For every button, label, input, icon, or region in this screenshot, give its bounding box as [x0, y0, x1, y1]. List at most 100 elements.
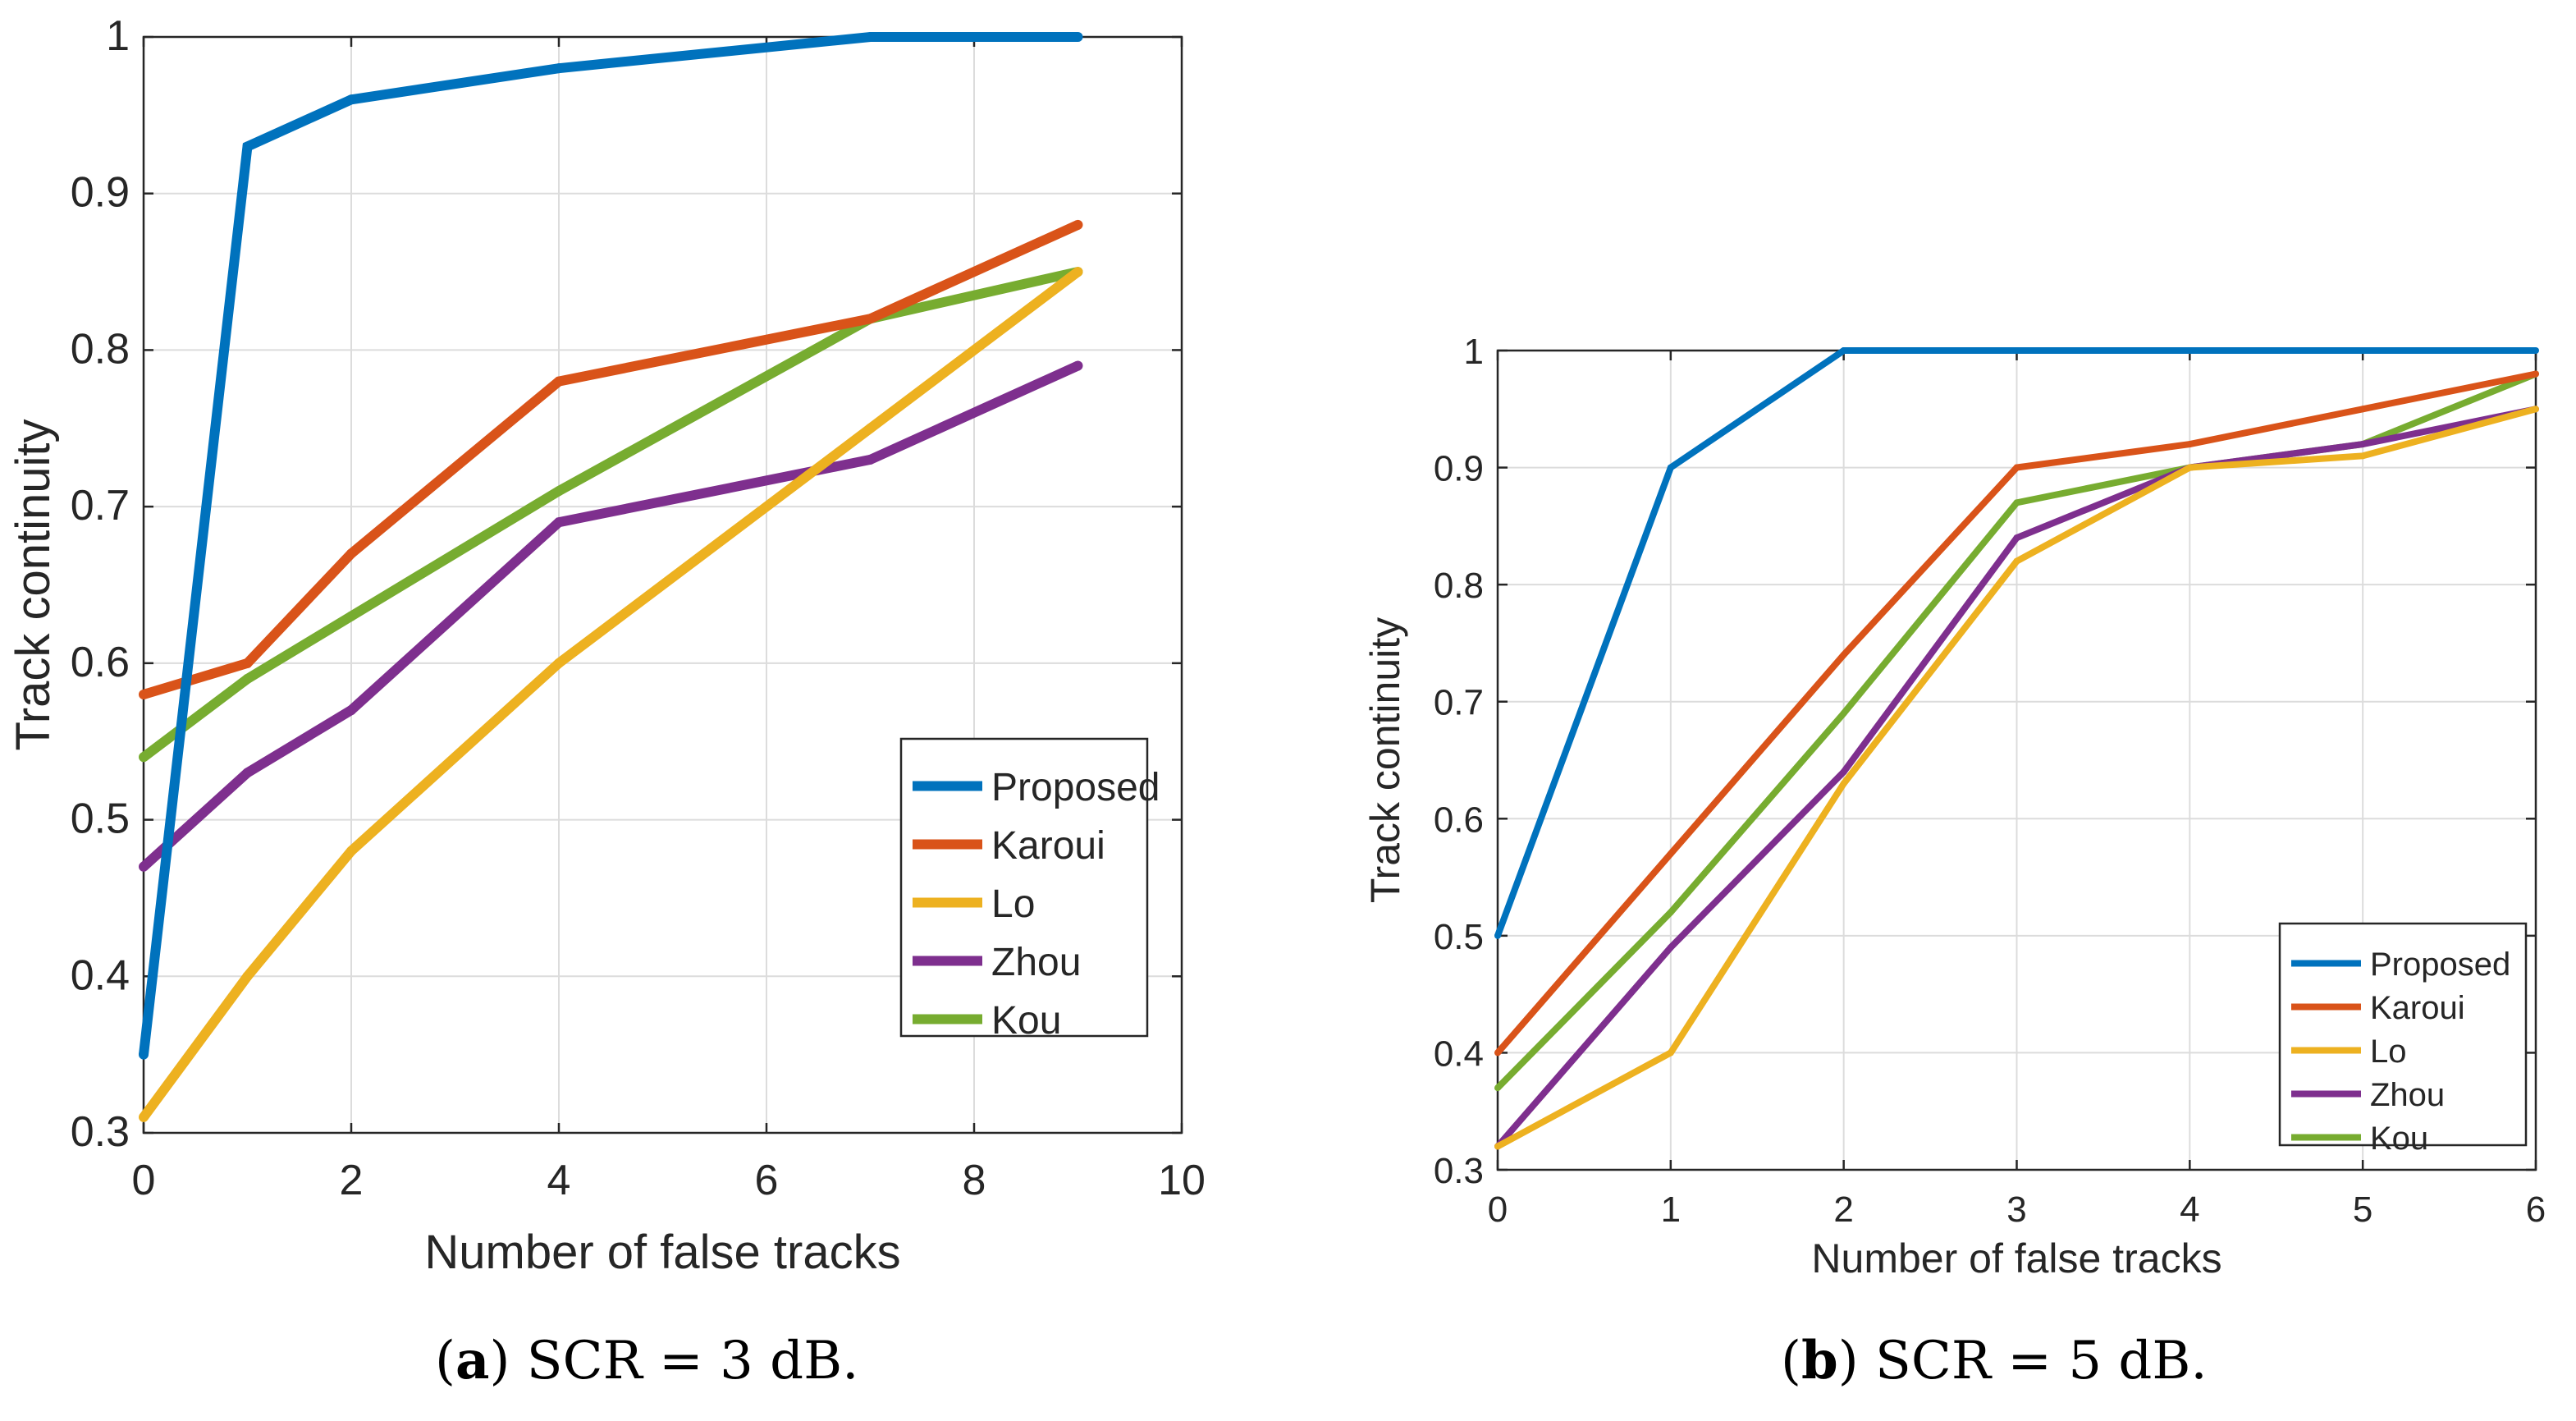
- data-point-b-proposed-1: [1667, 464, 1674, 471]
- data-point-b-karoui-3: [2013, 464, 2020, 471]
- data-point-a-zhou-4: [865, 454, 876, 465]
- x-tick-label-b-5: 5: [2353, 1190, 2372, 1230]
- y-tick-label-b-1: 0.4: [1434, 1034, 1484, 1074]
- data-point-a-lo-3: [554, 658, 564, 668]
- data-point-b-proposed-2: [1840, 347, 1847, 354]
- series-line-a-kou: [140, 267, 1079, 762]
- y-tick-label-b-6: 0.9: [1434, 449, 1484, 489]
- y-axis-label-b: Track continuity: [1362, 617, 1408, 903]
- y-tick-label-b-2: 0.5: [1434, 917, 1484, 957]
- caption-b: (b) SCR = 5 dB.: [1781, 1330, 2208, 1391]
- x-tick-label-a-5: 10: [1158, 1157, 1206, 1204]
- y-tick-label-b-0: 0.3: [1434, 1151, 1484, 1191]
- data-point-b-lo-5: [2359, 452, 2367, 460]
- x-tick-label-b-3: 3: [2006, 1190, 2026, 1230]
- data-point-b-proposed-6: [2533, 347, 2539, 354]
- data-point-b-kou-0: [1494, 1084, 1501, 1092]
- data-point-b-proposed-5: [2359, 347, 2367, 354]
- data-point-a-proposed-0: [139, 1049, 149, 1060]
- x-axis-label-b: Number of false tracks: [1811, 1235, 2221, 1281]
- data-point-b-lo-2: [1840, 780, 1847, 787]
- y-tick-label-a-2: 0.5: [71, 795, 130, 843]
- data-point-b-lo-0: [1494, 1143, 1501, 1150]
- data-point-b-karoui-4: [2186, 441, 2194, 448]
- data-point-b-karoui-1: [1667, 850, 1674, 858]
- y-tick-label-b-3: 0.6: [1434, 800, 1484, 840]
- x-tick-label-b-2: 2: [1833, 1190, 1853, 1230]
- data-point-a-proposed-3: [554, 63, 564, 74]
- data-point-a-lo-5: [1073, 267, 1083, 277]
- x-tick-label-a-1: 2: [340, 1157, 364, 1204]
- data-point-b-proposed-0: [1494, 932, 1501, 939]
- data-point-b-proposed-4: [2186, 347, 2194, 354]
- data-point-a-lo-0: [139, 1112, 149, 1122]
- data-point-a-proposed-5: [1073, 32, 1083, 42]
- data-point-a-proposed-2: [346, 94, 356, 105]
- data-point-b-karoui-6: [2533, 370, 2539, 378]
- caption-a-letter: a: [455, 1330, 490, 1391]
- chart-b: 0 1 2 3 4 5 6 0.3 0.4 0.5 0.6 0.7 0.8 0.9 1 Number of f…: [1362, 332, 2546, 1281]
- series-line-a-proposed: [139, 32, 1078, 1056]
- legend-label-b-zhou: Zhou: [2370, 1077, 2445, 1113]
- data-point-a-karoui-1: [242, 658, 253, 668]
- series-line-a-zhou: [140, 361, 1080, 871]
- chart-a: 0 2 4 6 8 10 0.3 0.4 0.5 0.6 0.7 0.8 0.9 1 Number of f…: [7, 12, 1206, 1279]
- data-point-a-kou-2: [346, 611, 356, 621]
- y-tick-label-a-3: 0.6: [71, 639, 130, 686]
- caption-a-text: SCR = 3 dB.: [526, 1331, 859, 1391]
- data-point-b-kou-2: [1840, 709, 1847, 717]
- data-point-b-proposed-3: [2013, 347, 2020, 354]
- data-point-a-karoui-5: [1073, 219, 1083, 230]
- legend-label-a-kou: Kou: [991, 999, 1061, 1043]
- legend-label-b-proposed: Proposed: [2370, 947, 2510, 983]
- legend-label-b-lo: Lo: [2370, 1034, 2407, 1070]
- legend-label-b-karoui: Karoui: [2370, 990, 2465, 1026]
- y-axis-label-a: Track continuity: [7, 419, 60, 751]
- data-point-b-lo-4: [2186, 464, 2194, 471]
- caption-b-text: SCR = 5 dB.: [1875, 1331, 2208, 1391]
- axes-box-a: [142, 35, 1183, 1135]
- data-point-a-kou-0: [139, 752, 149, 763]
- x-tick-label-a-4: 8: [963, 1157, 986, 1204]
- data-point-b-zhou-3: [2013, 534, 2020, 542]
- y-tick-label-a-4: 0.7: [71, 482, 130, 529]
- data-point-a-zhou-3: [554, 517, 564, 528]
- caption-b-letter: b: [1800, 1330, 1838, 1391]
- x-tick-label-b-4: 4: [2180, 1190, 2199, 1230]
- data-point-b-kou-1: [1667, 909, 1674, 916]
- y-tick-label-a-5: 0.8: [71, 325, 130, 373]
- x-tick-label-a-2: 4: [547, 1157, 571, 1204]
- data-point-b-zhou-1: [1667, 944, 1674, 951]
- data-point-b-lo-1: [1667, 1049, 1674, 1057]
- data-point-b-zhou-5: [2359, 441, 2367, 448]
- x-tick-label-a-3: 6: [755, 1157, 779, 1204]
- data-point-a-karoui-2: [346, 548, 356, 559]
- series-line-a-karoui: [142, 220, 1080, 699]
- data-point-a-zhou-1: [242, 768, 253, 778]
- y-tick-label-a-0: 0.3: [71, 1108, 130, 1156]
- data-point-a-zhou-5: [1073, 360, 1083, 371]
- legend-label-a-zhou: Zhou: [991, 941, 1081, 984]
- x-tick-label-a-0: 0: [132, 1157, 156, 1204]
- data-point-a-karoui-0: [139, 690, 149, 699]
- legend-b: Proposed Karoui Lo Zhou Kou: [2278, 922, 2528, 1157]
- data-point-a-zhou-0: [139, 861, 149, 872]
- x-tick-label-b-0: 0: [1488, 1190, 1508, 1230]
- data-point-b-kou-3: [2013, 499, 2020, 507]
- data-point-a-karoui-3: [554, 376, 564, 387]
- legend-label-a-karoui: Karoui: [991, 824, 1105, 868]
- data-point-b-lo-6: [2533, 406, 2539, 413]
- y-tick-label-a-7: 1: [106, 12, 130, 60]
- data-point-b-karoui-5: [2359, 406, 2367, 413]
- data-point-a-kou-1: [242, 673, 253, 684]
- data-point-a-proposed-4: [865, 32, 876, 42]
- y-tick-label-b-4: 0.7: [1434, 683, 1484, 723]
- legend-label-a-proposed: Proposed: [991, 766, 1160, 809]
- data-point-a-kou-3: [554, 486, 564, 497]
- x-tick-label-b-6: 6: [2526, 1190, 2546, 1230]
- data-point-a-proposed-1: [242, 141, 253, 152]
- x-tick-label-b-1: 1: [1661, 1190, 1681, 1230]
- data-point-a-lo-1: [242, 971, 253, 982]
